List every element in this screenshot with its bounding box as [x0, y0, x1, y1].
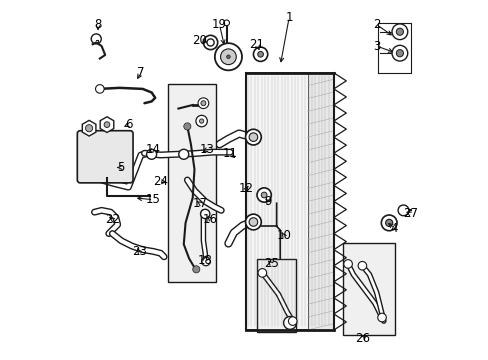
Circle shape — [391, 45, 407, 61]
Text: 24: 24 — [153, 175, 168, 188]
Circle shape — [146, 149, 156, 159]
Circle shape — [201, 101, 205, 106]
Circle shape — [226, 55, 230, 59]
Text: 5: 5 — [117, 161, 125, 174]
FancyBboxPatch shape — [77, 131, 133, 183]
Text: 14: 14 — [145, 143, 161, 156]
Circle shape — [288, 317, 296, 325]
Circle shape — [206, 39, 214, 46]
Circle shape — [245, 214, 261, 230]
Circle shape — [192, 266, 200, 273]
Text: 10: 10 — [276, 229, 291, 242]
Text: 26: 26 — [354, 333, 369, 346]
Circle shape — [257, 51, 263, 57]
Circle shape — [377, 313, 386, 322]
Text: 23: 23 — [131, 245, 146, 258]
Circle shape — [104, 122, 110, 127]
Text: 11: 11 — [222, 147, 237, 160]
Circle shape — [224, 20, 229, 26]
Circle shape — [283, 316, 296, 329]
Circle shape — [199, 119, 203, 123]
Circle shape — [200, 209, 209, 219]
Circle shape — [257, 188, 271, 202]
Text: 27: 27 — [402, 207, 417, 220]
Text: 13: 13 — [199, 143, 214, 156]
Text: 3: 3 — [372, 40, 380, 53]
Circle shape — [214, 43, 242, 70]
Circle shape — [357, 261, 366, 270]
Text: 6: 6 — [124, 118, 132, 131]
Circle shape — [253, 47, 267, 62]
Circle shape — [395, 28, 403, 35]
Circle shape — [343, 260, 352, 268]
Circle shape — [183, 123, 190, 130]
Text: 20: 20 — [192, 34, 207, 47]
Circle shape — [258, 269, 266, 277]
Text: 22: 22 — [104, 213, 120, 226]
Circle shape — [85, 125, 93, 132]
Circle shape — [261, 192, 266, 198]
Circle shape — [391, 24, 407, 40]
Bar — [307, 73, 333, 330]
Circle shape — [248, 218, 257, 226]
Text: 15: 15 — [146, 193, 161, 206]
Text: 8: 8 — [94, 18, 102, 31]
Bar — [257, 258, 296, 332]
Bar — [246, 73, 333, 330]
Circle shape — [248, 133, 257, 141]
Circle shape — [179, 149, 188, 159]
Circle shape — [385, 219, 392, 226]
Text: 19: 19 — [212, 18, 226, 31]
Circle shape — [245, 129, 261, 145]
Text: 12: 12 — [238, 183, 253, 195]
Circle shape — [196, 115, 207, 127]
Text: 4: 4 — [390, 222, 397, 235]
Text: 17: 17 — [192, 197, 207, 210]
Circle shape — [198, 98, 208, 109]
Circle shape — [95, 85, 104, 93]
Text: 9: 9 — [264, 195, 271, 208]
Text: 1: 1 — [285, 11, 292, 24]
Circle shape — [381, 215, 396, 231]
Circle shape — [203, 35, 217, 50]
Text: 7: 7 — [137, 66, 144, 79]
Circle shape — [395, 50, 403, 57]
Bar — [342, 243, 394, 336]
Text: 18: 18 — [197, 254, 212, 267]
Text: 25: 25 — [264, 257, 278, 270]
Text: 16: 16 — [203, 213, 218, 226]
Bar — [167, 84, 216, 282]
Circle shape — [201, 257, 210, 266]
Circle shape — [397, 205, 408, 216]
Text: 2: 2 — [372, 18, 380, 31]
Text: 21: 21 — [249, 38, 264, 51]
Circle shape — [220, 49, 236, 64]
